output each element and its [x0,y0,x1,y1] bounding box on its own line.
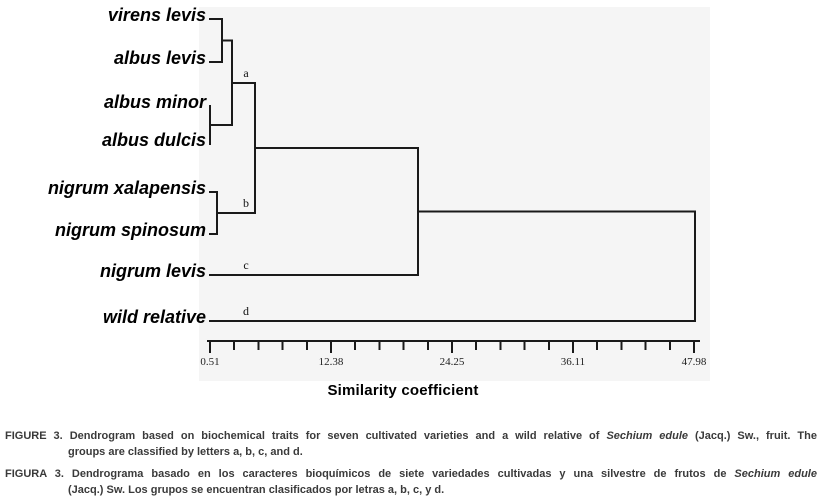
leaf-label-nigrum-levis: nigrum levis [100,261,206,281]
leaf-label-albus-levis: albus levis [114,48,206,68]
leaf-label-nigrum-xalapensis: nigrum xalapensis [48,178,206,198]
group-label-b: b [243,196,249,210]
axis-tick-label: 47.98 [682,356,707,368]
caption-en-label: FIGURE 3. [5,430,63,442]
caption-en-species-italic: Sechium edule [606,430,688,442]
leaf-label-albus-dulcis: albus dulcis [102,130,206,150]
x-axis-title: Similarity coefficient [327,382,479,399]
caption-es-line1: FIGURA 3. Dendrograma basado en los cara… [5,467,817,483]
caption-en-text-end: (Jacq.) Sw., fruit. The [688,430,817,442]
axis-tick-label: 24.25 [440,356,465,368]
caption-es-label: FIGURA 3. [5,468,64,480]
leaf-label-virens-levis: virens levis [108,5,206,25]
caption-en-text: Dendrogram based on biochemical traits f… [69,430,607,442]
caption-en-line1: FIGURE 3. Dendrogram based on biochemica… [5,429,817,445]
axis-tick-label: 36.11 [561,356,585,368]
caption-es-species-italic: Sechium edule [734,468,817,480]
group-label-a: a [243,66,249,80]
axis-tick-label: 0.51 [200,356,219,368]
figure-caption-en: FIGURE 3. Dendrogram based on biochemica… [5,429,817,460]
dendrogram-plot: virens levis albus levis albus minor albus … [47,5,710,381]
caption-es-line2: (Jacq.) Sw. Los grupos se encuentran cla… [68,483,445,496]
figure-caption-es: FIGURA 3. Dendrograma basado en los cara… [5,467,817,498]
leaf-label-nigrum-spinosum: nigrum spinosum [55,220,206,240]
plot-background [199,7,710,381]
axis-tick-label: 12.38 [319,356,344,368]
group-label-d: d [243,304,249,318]
leaf-label-wild-relative: wild relative [103,307,206,327]
caption-en-line2: groups are classified by letters a, b, c… [68,445,303,458]
caption-es-text: Dendrograma basado en los caracteres bio… [71,468,735,480]
leaf-label-albus-minor: albus minor [104,92,207,112]
group-label-c: c [243,258,248,272]
